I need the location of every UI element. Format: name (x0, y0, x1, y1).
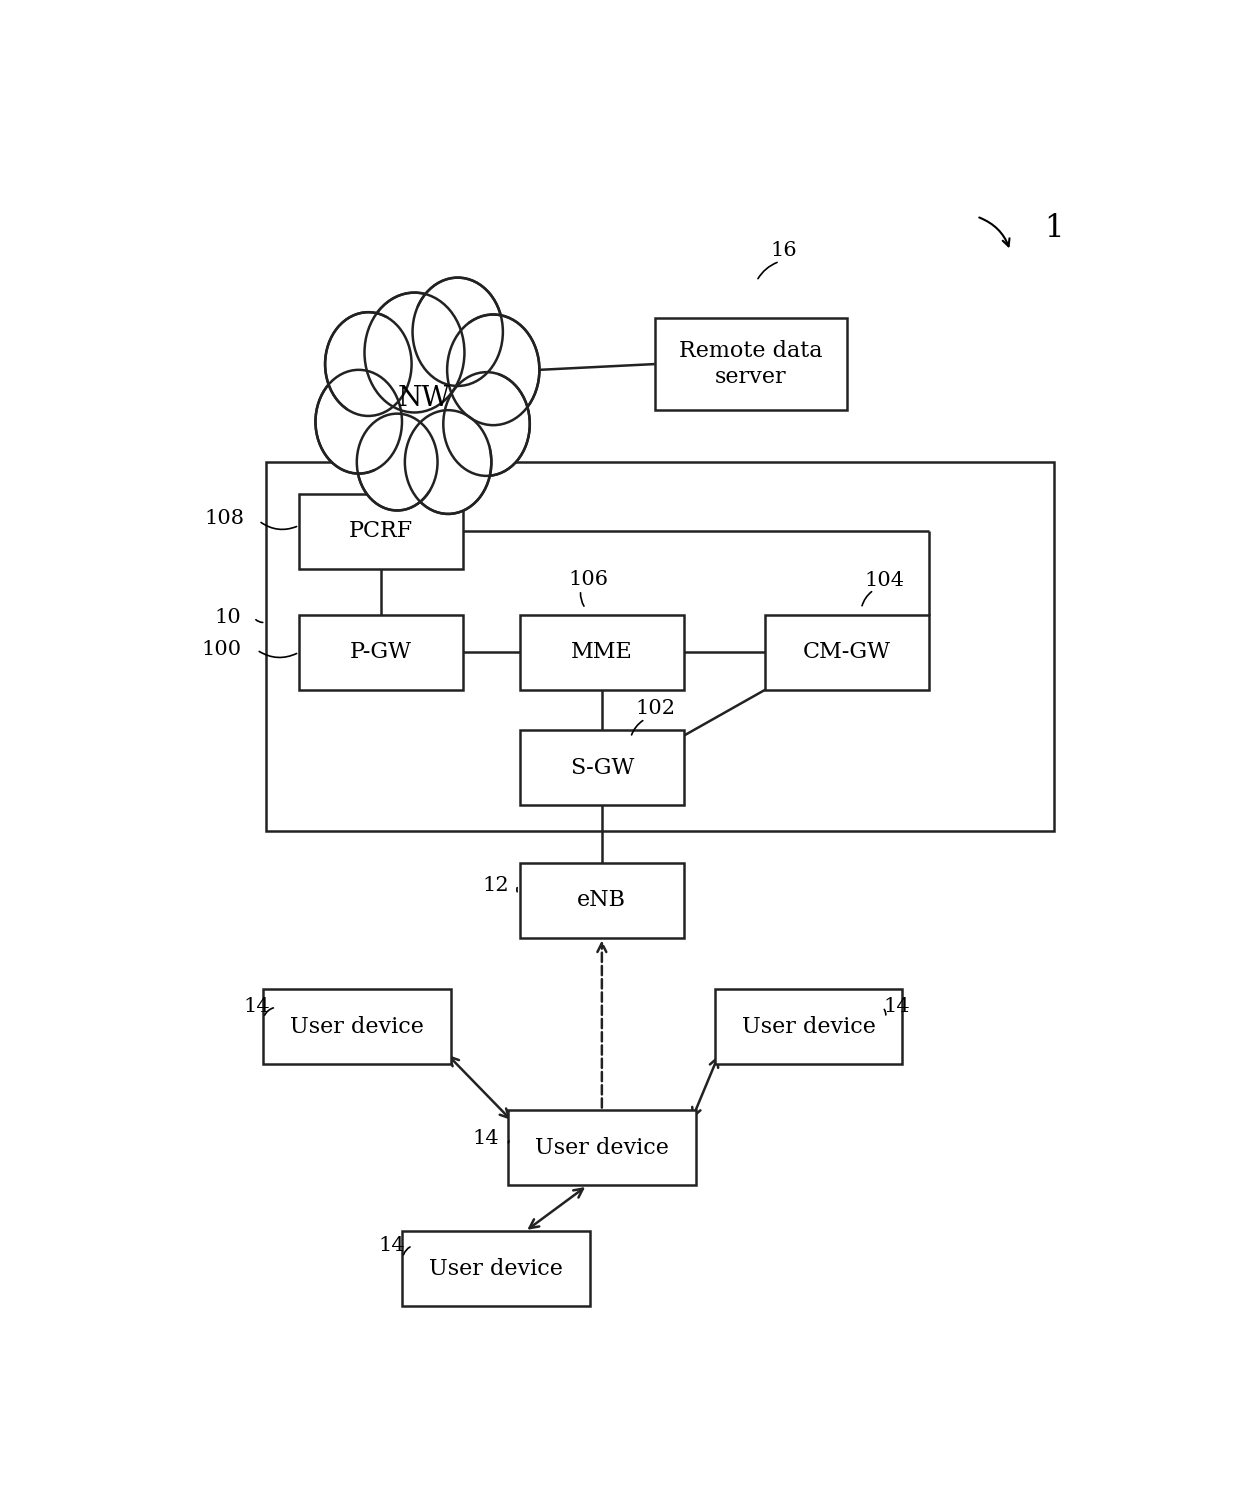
Text: 1: 1 (1044, 213, 1064, 244)
Circle shape (405, 410, 491, 513)
Circle shape (405, 410, 491, 513)
Text: 14: 14 (378, 1237, 404, 1256)
Text: 100: 100 (201, 641, 242, 660)
FancyBboxPatch shape (403, 1232, 590, 1307)
Text: S-GW: S-GW (569, 756, 634, 778)
Text: Remote data
server: Remote data server (680, 340, 822, 388)
Text: NW: NW (398, 385, 450, 412)
Circle shape (325, 313, 412, 416)
Circle shape (347, 307, 501, 491)
Circle shape (448, 314, 539, 425)
Circle shape (413, 277, 503, 386)
Text: 102: 102 (635, 699, 676, 719)
Text: User device: User device (429, 1257, 563, 1280)
Text: 12: 12 (482, 876, 508, 895)
Text: User device: User device (534, 1136, 668, 1159)
Circle shape (444, 373, 529, 476)
Circle shape (444, 373, 529, 476)
FancyBboxPatch shape (765, 615, 929, 690)
Text: 104: 104 (864, 570, 904, 590)
Text: eNB: eNB (578, 889, 626, 912)
FancyBboxPatch shape (263, 990, 450, 1064)
FancyBboxPatch shape (714, 990, 903, 1064)
FancyBboxPatch shape (521, 862, 683, 937)
Circle shape (315, 370, 402, 473)
Text: 14: 14 (883, 997, 910, 1015)
Text: 106: 106 (568, 570, 609, 588)
Text: PCRF: PCRF (348, 521, 413, 542)
FancyBboxPatch shape (299, 494, 463, 569)
Text: CM-GW: CM-GW (804, 641, 890, 663)
FancyBboxPatch shape (299, 615, 463, 690)
Text: 14: 14 (244, 997, 270, 1015)
Text: User device: User device (290, 1016, 424, 1037)
Circle shape (413, 277, 503, 386)
FancyBboxPatch shape (521, 615, 683, 690)
FancyBboxPatch shape (508, 1111, 696, 1186)
Circle shape (325, 313, 412, 416)
Text: 16: 16 (770, 241, 796, 260)
Circle shape (357, 413, 438, 510)
Text: 10: 10 (215, 608, 242, 627)
Text: MME: MME (570, 641, 632, 663)
Circle shape (315, 370, 402, 473)
Text: 108: 108 (205, 509, 244, 528)
Text: User device: User device (742, 1016, 875, 1037)
Circle shape (357, 413, 438, 510)
Text: P-GW: P-GW (350, 641, 412, 663)
Text: 14: 14 (472, 1129, 498, 1148)
Circle shape (365, 292, 465, 413)
Circle shape (365, 292, 465, 413)
Circle shape (448, 314, 539, 425)
FancyBboxPatch shape (521, 731, 683, 805)
FancyBboxPatch shape (655, 317, 847, 410)
